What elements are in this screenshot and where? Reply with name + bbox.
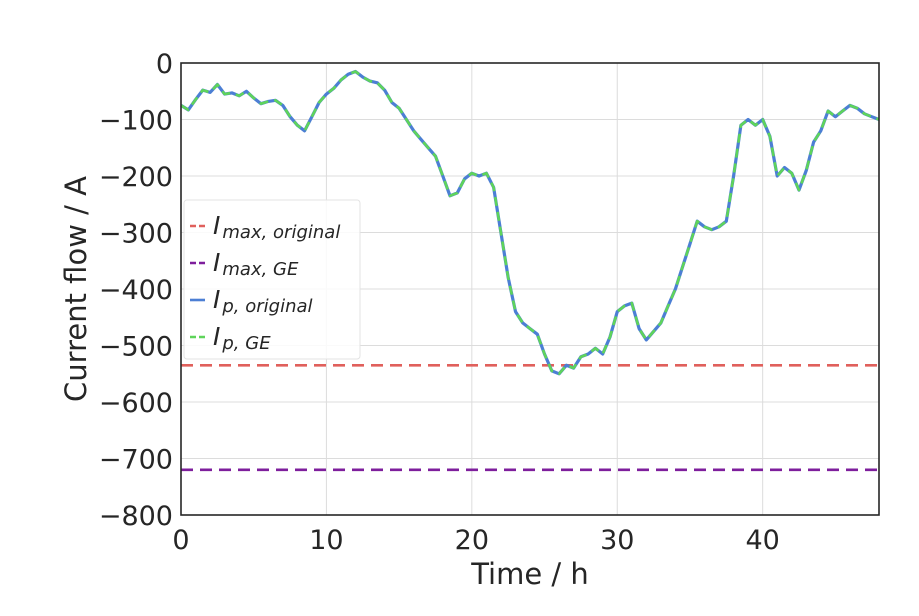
y-tick-label: 0 <box>156 49 173 80</box>
y-tick-label: −400 <box>99 275 173 306</box>
x-axis-label: Time / h <box>470 557 589 591</box>
legend-box <box>183 199 361 360</box>
y-tick-label: −100 <box>99 106 173 137</box>
y-tick-label: −200 <box>99 162 173 193</box>
y-tick-label: −600 <box>99 388 173 419</box>
x-tick-label: 10 <box>309 525 343 556</box>
x-tick-label: 40 <box>745 525 779 556</box>
plot-frame <box>180 62 880 516</box>
y-axis-label: Current flow / A <box>59 176 93 402</box>
x-tick-label: 30 <box>600 525 634 556</box>
y-tick-label: −800 <box>99 501 173 532</box>
y-tick-label: −700 <box>99 445 173 476</box>
plot-series <box>180 69 880 472</box>
x-tick-label: 20 <box>455 525 489 556</box>
y-tick-label: −500 <box>99 332 173 363</box>
y-tick-label: −300 <box>99 219 173 250</box>
series-line-4 <box>180 70 880 376</box>
tick-labels: 0 10 20 30 40 0 −100 −200 −300 −400 −500 −600 −700 −8… <box>99 49 780 556</box>
x-tick-label: 0 <box>172 525 189 556</box>
